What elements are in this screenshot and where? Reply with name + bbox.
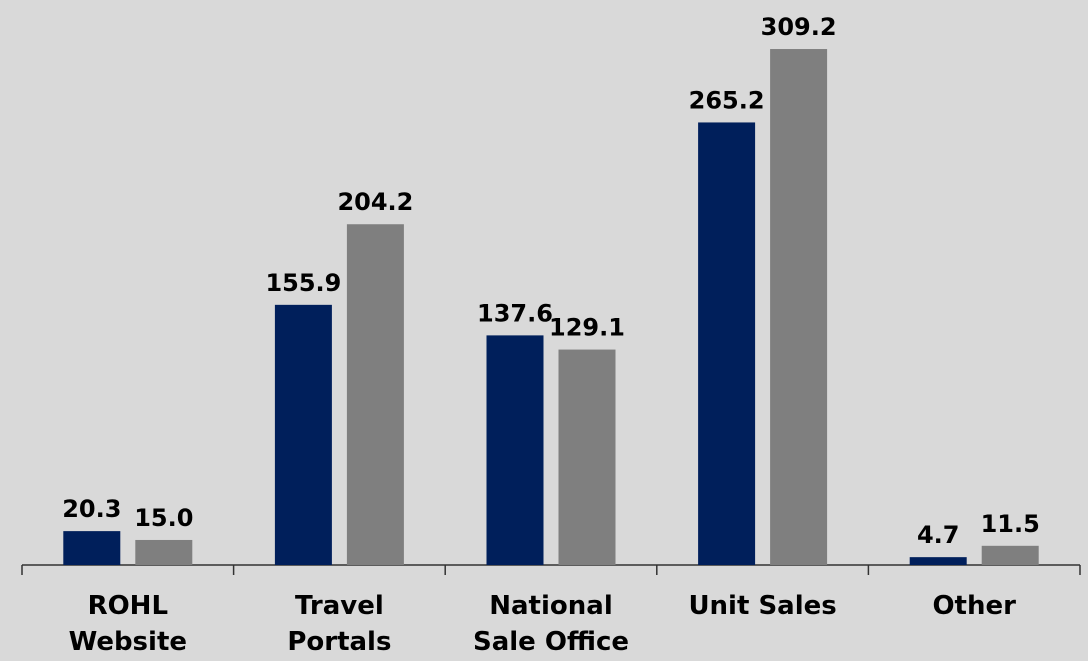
data-label: 265.2 — [689, 86, 765, 114]
bar — [981, 545, 1039, 565]
x-tick-label: Travel Portals — [287, 591, 392, 657]
bar — [770, 49, 828, 565]
data-label: 129.1 — [549, 314, 625, 342]
bar — [558, 349, 616, 565]
bar — [486, 335, 544, 565]
data-label: 4.7 — [917, 521, 960, 549]
bar — [346, 224, 404, 565]
data-label: 204.2 — [337, 188, 413, 216]
data-label: 15.0 — [134, 504, 193, 532]
x-tick-label: ROHL Website — [68, 591, 188, 657]
data-label: 20.3 — [62, 495, 121, 523]
data-label: 309.2 — [761, 13, 837, 41]
x-tick-label: Unit Sales — [688, 591, 837, 621]
bar — [135, 539, 193, 565]
bar — [909, 557, 967, 565]
bar — [274, 304, 332, 565]
bar — [63, 531, 121, 565]
bar — [698, 122, 756, 565]
data-label: 11.5 — [981, 510, 1040, 538]
x-tick-label: National Sale Office — [472, 591, 629, 657]
data-label: 155.9 — [265, 269, 341, 297]
x-tick-label: Other — [932, 591, 1016, 621]
data-label: 137.6 — [477, 299, 553, 327]
